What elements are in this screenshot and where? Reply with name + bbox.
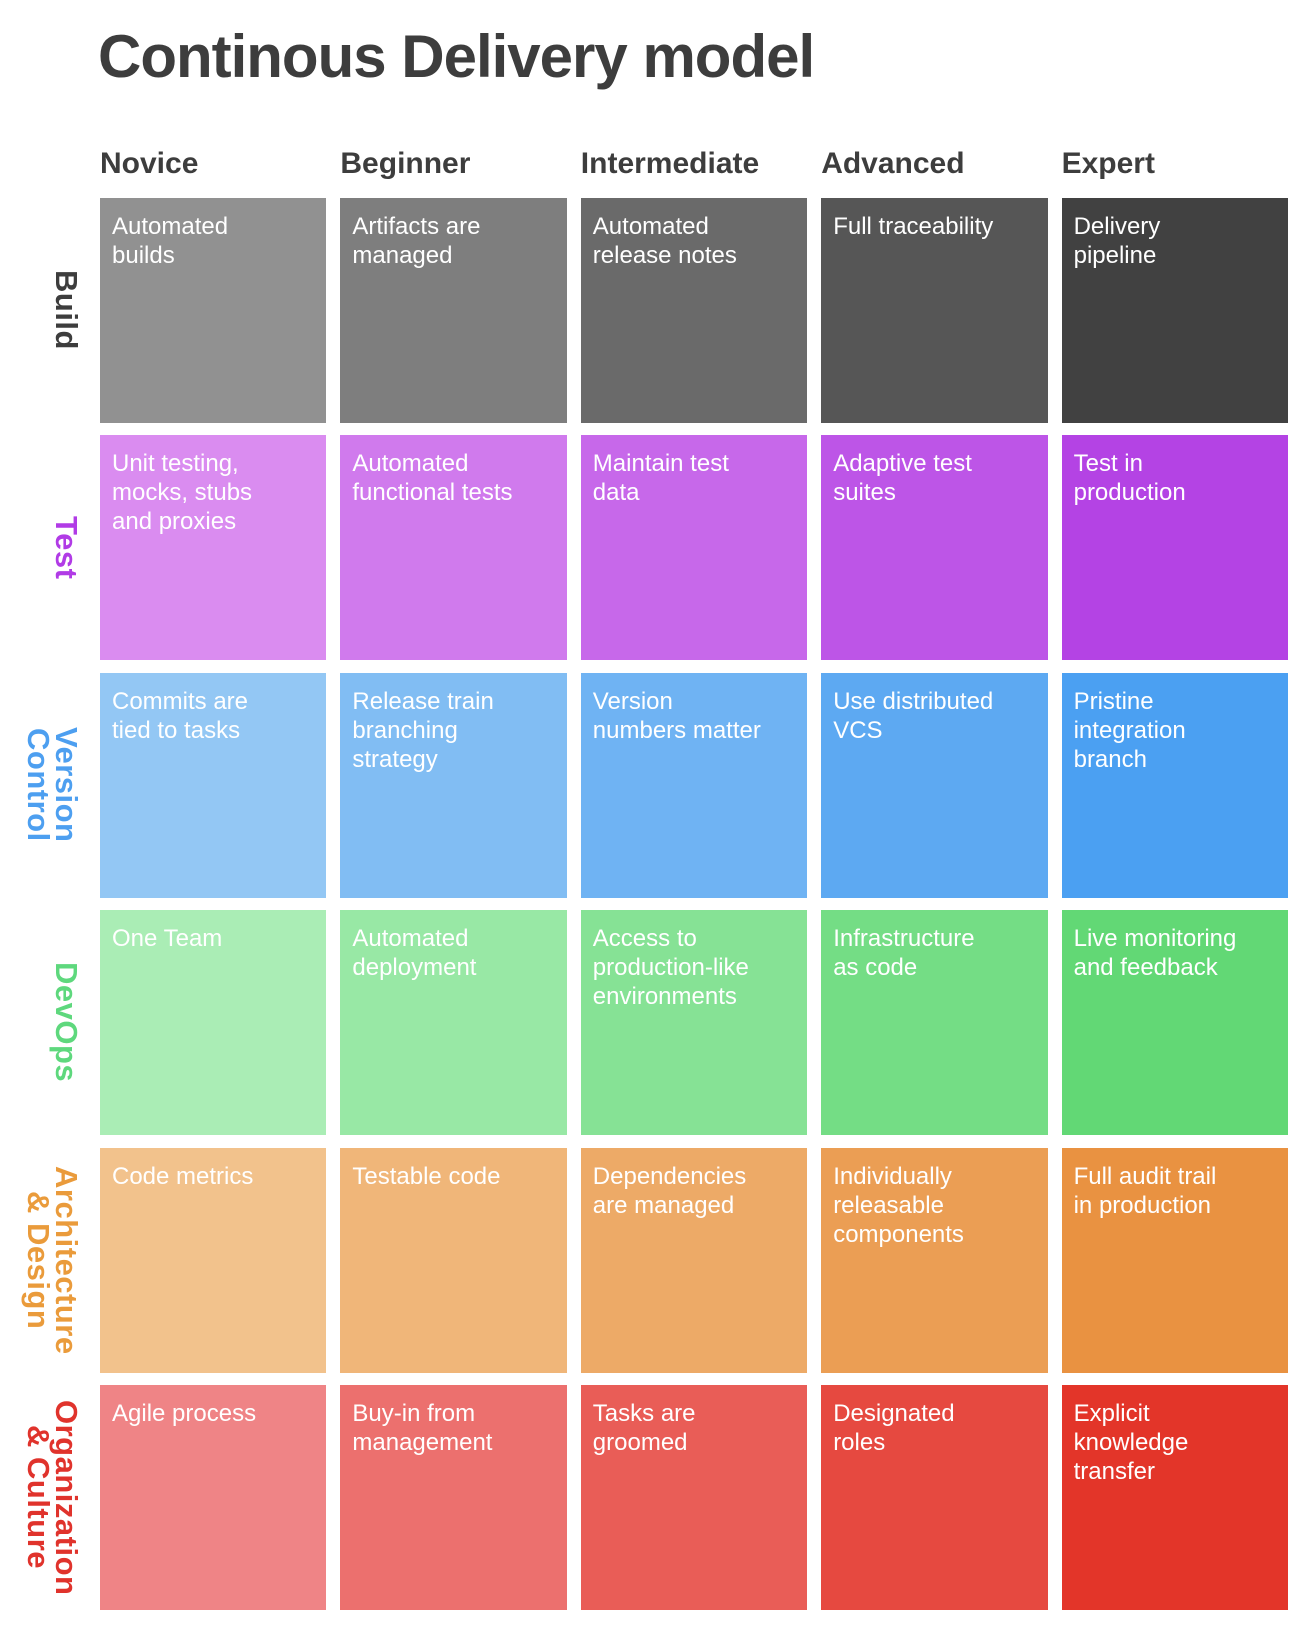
row-label-organization-culture: Organization & Culture (21, 1399, 84, 1596)
row-label-cell-test: Test (0, 435, 86, 660)
cell-build-beginner: Artifacts are managed (340, 197, 567, 423)
row-label-cell-build: Build (0, 198, 86, 423)
cell-organization-culture-intermediate: Tasks are groomed (580, 1385, 808, 1610)
column-header-expert: Expert (1061, 147, 1155, 180)
cell-organization-culture-beginner: Buy-in from management (340, 1385, 567, 1610)
cell-devops-intermediate: Access to production-like environments (580, 910, 808, 1135)
row-label-cell-organization-culture: Organization & Culture (0, 1385, 86, 1610)
cell-architecture-design-advanced: Individually releasable components (821, 1147, 1048, 1373)
cell-architecture-design-expert: Full audit trail in production (1061, 1147, 1288, 1373)
row-label-version-control: Version Control (21, 727, 84, 843)
column-header-beginner: Beginner (340, 147, 471, 180)
cell-test-advanced: Adaptive test suites (821, 435, 1048, 660)
cell-version-control-intermediate: Version numbers matter (580, 672, 808, 898)
cell-architecture-design-beginner: Testable code (340, 1147, 567, 1373)
row-label-cell-version-control: Version Control (0, 673, 86, 898)
cell-version-control-advanced: Use distributed VCS (821, 672, 1048, 898)
corner-spacer (0, 140, 86, 185)
cell-architecture-design-novice: Code metrics (100, 1147, 327, 1373)
cell-organization-culture-expert: Explicit knowledge transfer (1061, 1385, 1288, 1610)
maturity-grid: Novice Beginner Intermediate Advanced Expert… (0, 140, 1288, 1610)
cell-build-advanced: Full traceability (821, 197, 1048, 423)
cell-version-control-beginner: Release train branching strategy (340, 672, 567, 898)
cell-test-novice: Unit testing, mocks, stubs and proxies (100, 435, 327, 660)
cell-devops-expert: Live monitoring and feedback (1061, 910, 1288, 1135)
cell-organization-culture-advanced: Designated roles (821, 1385, 1048, 1610)
row-label-test: Test (49, 515, 84, 580)
cell-version-control-novice: Commits are tied to tasks (100, 672, 327, 898)
page-title: Continous Delivery model (98, 23, 815, 90)
column-header-advanced: Advanced (821, 147, 965, 180)
cell-build-expert: Delivery pipeline (1061, 197, 1288, 423)
cell-devops-beginner: Automated deployment (340, 910, 567, 1135)
column-header-novice: Novice (100, 147, 199, 180)
cell-devops-advanced: Infrastructure as code (821, 910, 1048, 1135)
column-header-intermediate: Intermediate (580, 147, 760, 180)
cell-organization-culture-novice: Agile process (100, 1385, 327, 1610)
row-label-cell-devops: DevOps (0, 910, 86, 1135)
row-label-devops: DevOps (49, 962, 84, 1083)
cell-architecture-design-intermediate: Dependencies are managed (580, 1147, 808, 1373)
cell-build-novice: Automated builds (100, 197, 327, 423)
row-label-cell-architecture-design: Architecture & Design (0, 1148, 86, 1373)
cell-test-intermediate: Maintain test data (580, 435, 808, 660)
cell-test-expert: Test in production (1061, 435, 1288, 660)
row-label-architecture-design: Architecture & Design (21, 1165, 84, 1355)
cell-build-intermediate: Automated release notes (580, 197, 808, 423)
cell-version-control-expert: Pristine integration branch (1061, 672, 1288, 898)
row-label-build: Build (49, 270, 84, 350)
cell-test-beginner: Automated functional tests (340, 435, 567, 660)
cell-devops-novice: One Team (100, 910, 327, 1135)
